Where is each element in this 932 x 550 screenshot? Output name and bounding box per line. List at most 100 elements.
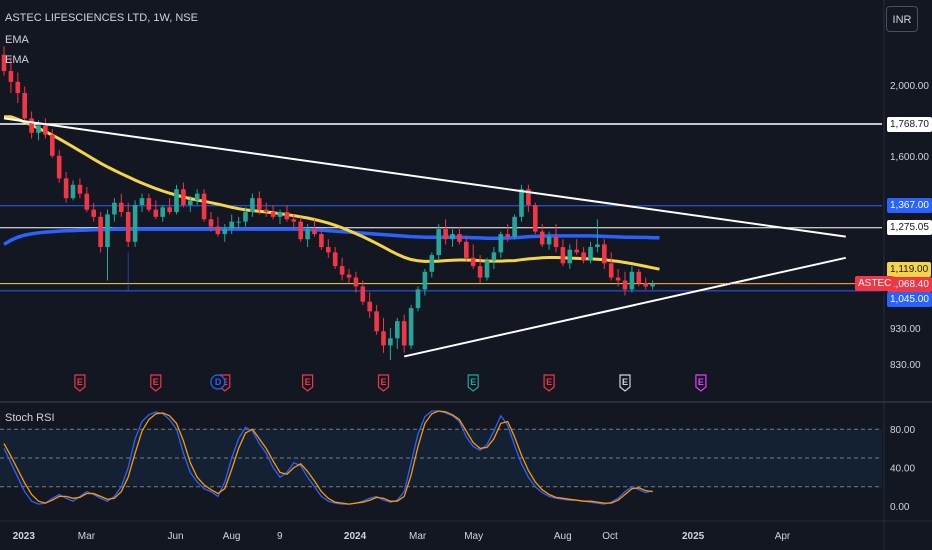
earnings-marker-icon[interactable]	[619, 374, 631, 392]
candle-body[interactable]	[595, 244, 600, 248]
earnings-marker-icon[interactable]	[74, 374, 86, 392]
candle-body[interactable]	[415, 289, 421, 309]
candle-body[interactable]	[236, 221, 241, 223]
candle-body[interactable]	[98, 216, 103, 248]
candle-body[interactable]	[374, 311, 379, 332]
candle-body[interactable]	[188, 200, 193, 206]
candle-body[interactable]	[43, 125, 48, 135]
candle-body[interactable]	[284, 212, 290, 220]
earnings-marker-icon[interactable]	[377, 374, 390, 392]
candle-body[interactable]	[84, 193, 90, 210]
candle-body[interactable]	[91, 209, 96, 217]
candle-body[interactable]	[602, 244, 607, 264]
candle-body[interactable]	[422, 271, 428, 290]
candle-body[interactable]	[160, 207, 165, 217]
currency-button[interactable]: INR	[886, 6, 918, 32]
candle-body[interactable]	[643, 283, 648, 287]
candle-body[interactable]	[77, 184, 83, 194]
candle-body[interactable]	[450, 234, 455, 240]
candle-body[interactable]	[181, 189, 186, 206]
candle-body[interactable]	[291, 219, 297, 222]
candle-body[interactable]	[257, 198, 262, 210]
trendline[interactable]	[403, 256, 847, 358]
candle-body[interactable]	[132, 205, 138, 242]
dividend-marker-icon[interactable]	[210, 374, 226, 390]
candle-body[interactable]	[56, 155, 62, 179]
candle-body[interactable]	[29, 118, 34, 133]
candle-body[interactable]	[270, 212, 276, 217]
candle-body[interactable]	[112, 202, 117, 215]
candle-body[interactable]	[222, 229, 228, 235]
candle-body[interactable]	[50, 134, 55, 156]
candle-body[interactable]	[332, 252, 338, 267]
trendline[interactable]	[3, 117, 846, 238]
candle-body[interactable]	[395, 321, 400, 339]
candle-body[interactable]	[464, 241, 469, 258]
candle-body[interactable]	[581, 252, 586, 261]
candle-body[interactable]	[546, 236, 552, 245]
candle-body[interactable]	[533, 205, 538, 232]
candle-body[interactable]	[560, 247, 566, 264]
earnings-marker-icon[interactable]	[467, 374, 479, 392]
ema-slow-line[interactable]	[3, 227, 660, 246]
candle-body[interactable]	[174, 189, 179, 213]
candle-body[interactable]	[353, 277, 359, 287]
candle-body[interactable]	[339, 266, 345, 275]
candle-body[interactable]	[146, 198, 152, 210]
candle-body[interactable]	[208, 219, 214, 227]
earnings-marker-icon[interactable]	[150, 374, 162, 392]
candle-body[interactable]	[319, 234, 324, 248]
candle-body[interactable]	[139, 198, 145, 206]
candle-body[interactable]	[201, 193, 207, 220]
candle-body[interactable]	[567, 249, 573, 264]
candle-body[interactable]	[22, 93, 27, 119]
candle-body[interactable]	[408, 308, 414, 346]
candle-body[interactable]	[263, 209, 269, 213]
candle-body[interactable]	[367, 301, 372, 312]
candle-body[interactable]	[167, 207, 172, 213]
candle-body[interactable]	[401, 321, 407, 346]
ema-indicator-1-label[interactable]: EMA	[5, 34, 29, 46]
candle-body[interactable]	[194, 193, 200, 201]
candle-body[interactable]	[8, 71, 14, 82]
candle-body[interactable]	[622, 280, 628, 290]
candle-body[interactable]	[388, 338, 393, 346]
earnings-marker-icon[interactable]	[543, 374, 555, 392]
earnings-marker-icon[interactable]	[302, 374, 314, 392]
candle-body[interactable]	[63, 178, 69, 199]
candle-body[interactable]	[498, 234, 504, 253]
candle-body[interactable]	[346, 274, 352, 278]
earnings-marker-icon[interactable]	[695, 374, 707, 392]
candle-body[interactable]	[526, 189, 531, 206]
candle-body[interactable]	[243, 212, 248, 222]
candle-body[interactable]	[15, 81, 21, 94]
candle-body[interactable]	[429, 255, 435, 272]
candle-body[interactable]	[119, 202, 124, 213]
candle-body[interactable]	[105, 214, 110, 248]
candle-body[interactable]	[360, 286, 366, 302]
candle-body[interactable]	[70, 184, 76, 199]
candle-body[interactable]	[153, 209, 159, 217]
candle-body[interactable]	[250, 198, 255, 213]
stoch-rsi-label[interactable]: Stoch RSI	[5, 412, 55, 424]
candle-body[interactable]	[650, 283, 655, 287]
candle-body[interactable]	[491, 252, 497, 261]
candle-body[interactable]	[326, 247, 331, 253]
candle-body[interactable]	[615, 277, 621, 281]
candle-body[interactable]	[229, 221, 234, 230]
candle-body[interactable]	[298, 221, 303, 240]
candle-body[interactable]	[125, 212, 131, 242]
candle-body[interactable]	[470, 257, 476, 267]
candle-body[interactable]	[539, 231, 545, 245]
candle-body[interactable]	[477, 266, 483, 278]
ema-fast-line[interactable]	[4, 115, 660, 271]
candle-body[interactable]	[574, 249, 579, 253]
candle-body[interactable]	[629, 271, 635, 290]
candle-body[interactable]	[1, 54, 7, 72]
candle-body[interactable]	[484, 260, 490, 278]
ema-indicator-2-label[interactable]: EMA	[5, 54, 29, 66]
candle-body[interactable]	[553, 236, 559, 248]
candle-body[interactable]	[608, 263, 614, 278]
candle-body[interactable]	[636, 271, 642, 284]
